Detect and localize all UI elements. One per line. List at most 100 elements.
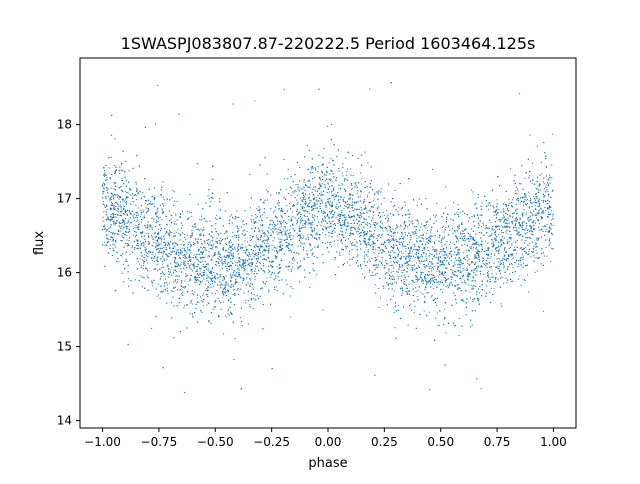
data-point [121,234,123,236]
data-point [181,210,184,213]
data-point [257,209,259,212]
data-point [300,220,303,222]
data-point [424,289,426,291]
data-point [321,217,323,219]
data-point [338,187,340,189]
data-point [356,193,358,195]
data-point [226,236,228,238]
data-point [244,269,246,271]
data-point [146,267,148,270]
data-point [171,302,173,304]
data-point [298,281,301,283]
data-point [534,193,537,195]
data-point [403,281,405,283]
data-point [493,281,496,283]
data-point [314,176,316,179]
data-point [209,243,211,245]
data-point [501,305,503,307]
data-point [500,303,502,305]
data-point [324,205,327,207]
data-point [214,263,216,266]
data-point [286,222,288,225]
data-point [290,234,292,236]
data-point [368,222,371,225]
data-point [493,229,495,231]
data-point [273,250,275,252]
data-point [170,263,172,265]
data-point [441,237,444,239]
data-point [231,231,234,233]
data-point [452,269,454,271]
data-point [403,268,405,271]
data-point [296,219,298,221]
data-point [430,286,432,288]
data-point [313,194,315,196]
data-point [445,286,447,288]
data-point [300,217,303,219]
data-point [392,270,394,273]
data-point [238,269,241,271]
data-point [483,273,485,275]
data-point [495,246,497,249]
data-point [341,212,343,214]
data-point [345,245,347,247]
data-point [127,192,129,194]
data-point [404,233,407,236]
data-point [456,212,458,214]
data-point [289,316,291,318]
data-point [270,194,272,196]
data-point [329,179,331,182]
data-point [214,292,216,295]
data-point [403,262,405,264]
data-point [549,238,551,240]
data-point [542,181,544,183]
data-point [212,256,214,258]
data-point [202,295,204,297]
data-point [389,239,391,241]
data-point [223,232,226,235]
data-point [352,174,354,177]
data-point [415,262,418,264]
data-point [511,244,513,246]
data-point [111,216,114,219]
data-point [299,197,302,199]
data-point [303,223,305,225]
data-point [258,261,261,263]
data-point [457,283,460,285]
data-point [504,222,506,224]
data-point [486,266,488,268]
data-point [400,226,402,228]
data-point [141,259,144,261]
data-point [262,258,264,260]
data-point [472,286,474,288]
data-point [317,221,320,223]
data-point [317,244,319,246]
data-point [368,216,370,218]
data-point [312,268,314,270]
data-point [303,219,305,221]
data-point [256,262,258,264]
data-point [472,277,474,279]
data-point [531,162,534,164]
data-point [159,297,161,300]
data-point [546,255,548,257]
data-point [487,227,489,229]
data-point [157,283,159,285]
data-point [214,217,217,219]
data-point [433,287,435,290]
data-point [229,273,232,275]
data-point [461,237,464,239]
data-point [128,277,130,280]
data-point [183,233,185,235]
data-point [278,264,280,266]
data-point [175,275,177,277]
data-point [102,190,104,192]
data-point [245,246,247,248]
data-point [191,234,194,236]
data-point [329,243,331,245]
data-point [315,274,317,276]
data-point [146,225,149,227]
data-point [205,294,207,296]
data-point [224,315,227,317]
data-point [419,226,421,229]
